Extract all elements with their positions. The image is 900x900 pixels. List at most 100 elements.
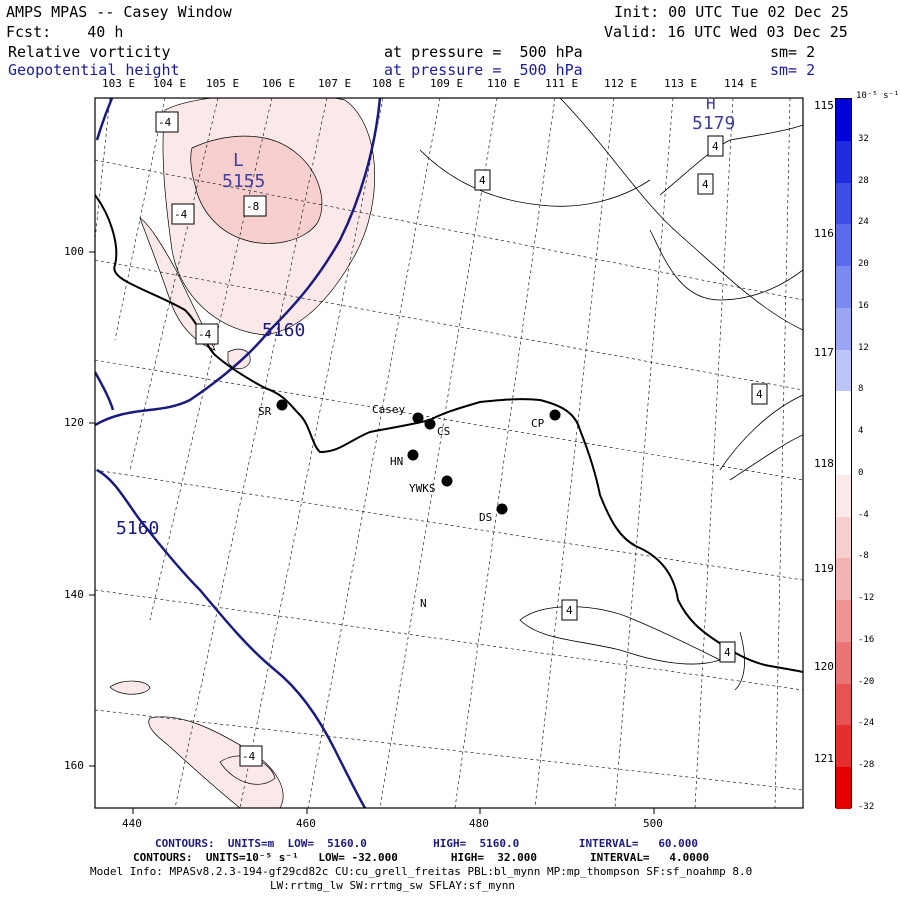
station-label-ywks: YWKS: [409, 482, 436, 495]
vort-label: -4: [242, 750, 256, 763]
colorbar-band: [836, 224, 851, 266]
colorbar-level-label: 24: [858, 217, 869, 228]
lon-label-104e: 104 E: [153, 77, 187, 90]
station-label-hn: HN: [390, 455, 404, 468]
vorticity-contours: [419, 98, 803, 691]
colorbar-band: [836, 516, 851, 559]
station-dot-ds: [496, 503, 508, 515]
low-value: 5155: [222, 171, 266, 192]
vort-label: 4: [479, 174, 486, 187]
colorbar-level-label: -4: [858, 509, 869, 520]
high-marker: H: [706, 94, 716, 113]
x-tick-label: 460: [296, 817, 316, 830]
y-tick-label: 160: [64, 759, 84, 772]
plot-title: AMPS MPAS -- Casey Window: [6, 3, 232, 21]
station-dot-casey: [412, 412, 424, 424]
vort-label: -8: [246, 200, 260, 213]
colorbar-level-label: 8: [858, 384, 864, 395]
field1-pressure: at pressure = 500 hPa: [384, 43, 583, 61]
colorbar-band: [836, 391, 851, 433]
vorticity-shading: [109, 98, 376, 808]
lat-lon-grid: [95, 98, 803, 808]
footer-vorticity-contours: CONTOURS: UNITS=10⁻⁵ s⁻¹ LOW= -32.000 HI…: [133, 851, 710, 864]
colorbar: [835, 98, 852, 809]
map-frame: [94, 97, 804, 809]
footer-model-info: Model Info: MPASv8.2.3-194-gf29cd82c CU:…: [90, 865, 753, 878]
colorbar-level-label: -28: [858, 760, 875, 771]
colorbar-level-label: 4: [858, 426, 864, 437]
high-value: 5179: [692, 113, 736, 134]
lon-label-107e: 107 E: [318, 77, 352, 90]
height-contours: [95, 98, 382, 808]
vort-label: 4: [724, 646, 731, 659]
vorticity-label-boxes: [155, 111, 768, 767]
valid-time: Valid: 16 UTC Wed 03 Dec 25: [604, 23, 848, 41]
field1-name: Relative vorticity: [8, 43, 171, 61]
colorbar-band: [836, 641, 851, 684]
vort-label: -4: [198, 328, 212, 341]
footer-height-contours: CONTOURS: UNITS=m LOW= 5160.0 HIGH= 5160…: [155, 837, 699, 850]
colorbar-band: [836, 99, 851, 141]
x-tick-label: 440: [122, 817, 142, 830]
colorbar-band: [836, 182, 851, 225]
station-label-sr: SR: [258, 405, 272, 418]
colorbar-level-label: 12: [858, 342, 869, 353]
lon-label-110e: 110 E: [487, 77, 521, 90]
station-dot-ywks: [441, 475, 453, 487]
y-tick-label: 100: [64, 245, 84, 258]
station-dot-sr: [276, 399, 288, 411]
station-label-casey: Casey: [372, 403, 406, 416]
station-label-ds: DS: [479, 511, 493, 524]
colorbar-band: [836, 558, 851, 600]
lon-label-113e: 113 E: [664, 77, 698, 90]
colorbar-band: [836, 683, 851, 726]
colorbar-band: [836, 474, 851, 517]
vort-label: -4: [158, 116, 172, 129]
colorbar-band: [836, 140, 851, 183]
field2-pressure: at pressure = 500 hPa: [384, 61, 583, 79]
colorbar-band: [836, 767, 851, 809]
colorbar-level-label: 0: [858, 467, 864, 478]
colorbar-unit: 10⁻⁵ s⁻¹: [856, 91, 900, 101]
colorbar-band: [836, 725, 851, 767]
colorbar-level-label: -8: [858, 551, 869, 562]
low-marker: L: [233, 150, 244, 171]
lon-label-108e: 108 E: [372, 77, 406, 90]
lon-label-111e: 111 E: [545, 77, 579, 90]
y-tick-label: 120: [64, 416, 84, 429]
colorbar-level-label: -32: [858, 802, 875, 812]
colorbar-band: [836, 600, 851, 642]
colorbar-level-label: -12: [858, 593, 875, 604]
lon-label-112e: 112 E: [604, 77, 638, 90]
vort-label: 4: [756, 388, 763, 401]
lon-label-106e: 106 E: [262, 77, 296, 90]
station-label-cs: CS: [437, 425, 451, 438]
height-contour-label: 5160: [262, 320, 306, 341]
footer-physics-info: LW:rrtmg_lw SW:rrtmg_sw SFLAY:sf_mynn: [270, 879, 516, 892]
colorbar-band: [836, 266, 851, 308]
field2-smoothing: sm= 2: [770, 61, 816, 79]
height-contour-label: 5160: [116, 518, 160, 539]
colorbar-level-label: 20: [858, 259, 869, 270]
vort-label: 4: [702, 178, 709, 191]
x-tick-label: 500: [643, 817, 663, 830]
north-label: N: [420, 597, 427, 610]
lon-label-114e: 114 E: [724, 77, 758, 90]
vort-label: -4: [174, 208, 188, 221]
stations: [276, 399, 561, 515]
vort-label: 4: [712, 140, 719, 153]
station-dot-cp: [549, 409, 561, 421]
colorbar-level-label: -16: [858, 634, 875, 645]
colorbar-band: [836, 433, 851, 475]
init-time: Init: 00 UTC Tue 02 Dec 25: [614, 3, 849, 21]
field1-smoothing: sm= 2: [770, 43, 816, 61]
colorbar-level-label: 28: [858, 175, 869, 186]
forecast-hour: Fcst: 40 h: [6, 23, 124, 41]
lon-label-109e: 109 E: [430, 77, 464, 90]
field2-name: Geopotential height: [8, 61, 180, 79]
station-label-cp: CP: [531, 417, 545, 430]
colorbar-level-label: -24: [858, 718, 875, 729]
station-dot-cs: [424, 418, 436, 430]
colorbar-band: [836, 307, 851, 350]
colorbar-level-label: -20: [858, 676, 875, 687]
